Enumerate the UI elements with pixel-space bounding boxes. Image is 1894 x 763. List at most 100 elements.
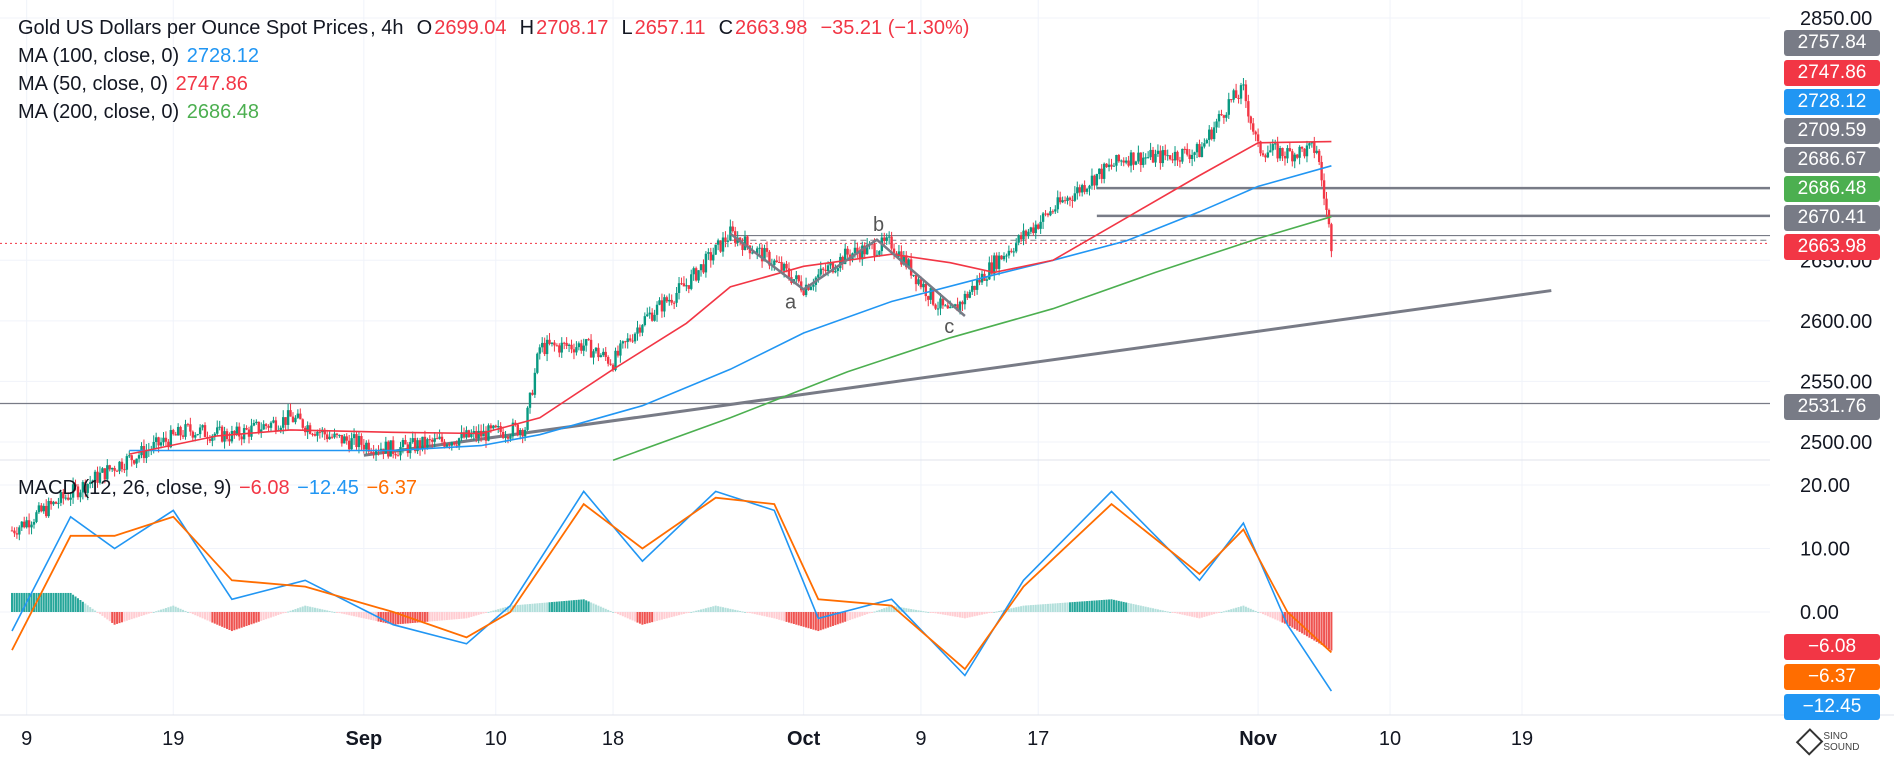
candle-body <box>411 438 414 443</box>
horizontal-levels[interactable] <box>0 186 1770 457</box>
macd-hist-bar <box>118 612 121 624</box>
candle-body <box>1032 227 1035 234</box>
macd-hist-bar <box>177 607 180 612</box>
candle-body <box>1203 143 1206 147</box>
candle-body <box>1171 159 1174 161</box>
candle-body <box>912 274 915 276</box>
candle-body <box>157 437 160 446</box>
candle-body <box>606 357 610 364</box>
candle-body <box>1085 188 1089 192</box>
candle-body <box>831 262 835 273</box>
macd-hist-bar <box>445 612 448 621</box>
macd-hist-bar <box>448 612 451 620</box>
macd-hist-bar <box>1203 612 1206 617</box>
candle-body <box>541 342 544 348</box>
macd-hist-bar <box>1318 612 1321 644</box>
macd-legend[interactable]: MACD (12, 26, close, 9) −6.08 −12.45 −6.… <box>18 474 419 502</box>
candle-body <box>702 264 705 273</box>
ma100-legend[interactable]: MA (100, close, 0) 2728.12 <box>18 42 261 70</box>
macd-hist-bar <box>1325 612 1328 648</box>
candle-body <box>704 253 708 273</box>
candle-body <box>621 341 625 344</box>
macd-hist-bar <box>1313 612 1316 641</box>
macd-hist-bar <box>897 606 900 612</box>
candle-body <box>1019 235 1023 240</box>
candle-body <box>128 455 131 457</box>
macd-hist-bar <box>304 605 307 612</box>
macd-hist-bar <box>130 612 133 620</box>
candle-body <box>201 425 204 428</box>
macd-hist-bar <box>480 612 483 615</box>
candle-body <box>269 422 273 428</box>
candle-body <box>653 314 656 321</box>
macd-hist-bar <box>792 612 795 624</box>
candle-body <box>829 262 832 266</box>
candle-body <box>1168 155 1172 160</box>
macd-hist-bar <box>646 612 649 624</box>
macd-hist-bar <box>1164 610 1167 612</box>
macd-label: MACD (12, 26, close, 9) <box>18 477 232 499</box>
macd-hist-bar <box>712 606 715 612</box>
candle-body <box>220 426 224 442</box>
candle-body <box>196 434 199 436</box>
candle-body <box>1063 200 1067 202</box>
candle-body <box>318 431 322 433</box>
candle-body <box>1012 251 1015 253</box>
macd-hist-bar <box>140 612 143 616</box>
macd-hist-bar <box>1196 612 1199 618</box>
macd-hist-bar <box>668 612 671 618</box>
time-tick-label: Oct <box>787 728 821 750</box>
macd-hist-bar <box>201 612 204 619</box>
ma50-legend[interactable]: MA (50, close, 0) 2747.86 <box>18 70 250 98</box>
macd-hist-bar <box>296 608 299 612</box>
candle-body <box>560 342 563 353</box>
macd-hist-bar <box>1308 612 1311 638</box>
macd-hist-bar <box>370 612 373 620</box>
macd-hist-bar <box>976 612 979 616</box>
macd-hist-bar <box>218 612 221 626</box>
macd-hist-bar <box>135 612 138 618</box>
macd-hist-bar <box>670 612 673 618</box>
macd-hist-bar <box>1244 606 1247 612</box>
macd-hist-bar <box>599 606 602 612</box>
candle-body <box>49 500 53 505</box>
candle-body <box>387 441 390 457</box>
candle-body <box>545 339 549 355</box>
macd-hist-bar <box>313 607 316 612</box>
macd-hist-bar <box>1327 612 1330 650</box>
macd-hist-bar <box>1100 600 1103 612</box>
candle-body <box>64 497 67 499</box>
macd-hist-bar <box>1281 612 1284 623</box>
macd-hist-bar <box>565 600 568 612</box>
macd-hist-bar <box>1208 612 1211 616</box>
macd-hist-bar <box>680 612 683 615</box>
macd-hist-bar <box>47 592 50 612</box>
macd-hist-bar <box>147 612 150 614</box>
macd-hist-bar <box>463 612 466 619</box>
candle-body <box>1112 165 1116 167</box>
macd-hist-bar <box>765 612 768 617</box>
macd-hist-bar <box>282 612 285 614</box>
macd-hist-bar <box>568 600 571 612</box>
candle-body <box>1244 84 1248 102</box>
candle-body <box>79 492 82 498</box>
macd-hist-bar <box>665 612 668 619</box>
candle-body <box>396 455 400 457</box>
candle-body <box>1098 168 1101 175</box>
macd-hist-bar <box>1071 602 1074 612</box>
candle-body <box>421 436 424 450</box>
ma200-legend[interactable]: MA (200, close, 0) 2686.48 <box>18 98 261 126</box>
macd-hist-bar <box>23 592 26 612</box>
macd-hist-bar <box>318 608 321 612</box>
candle-body <box>670 299 673 303</box>
candle-body <box>113 467 116 471</box>
macd-hist-bar <box>1130 603 1133 612</box>
candle-body <box>809 286 813 290</box>
candle-body <box>758 247 761 249</box>
candle-body <box>487 425 490 441</box>
macd-hist-bar <box>580 599 583 612</box>
candle-body <box>472 431 475 435</box>
abc-pattern[interactable]: a b c <box>729 214 966 338</box>
macd-hist-bar <box>709 606 712 612</box>
